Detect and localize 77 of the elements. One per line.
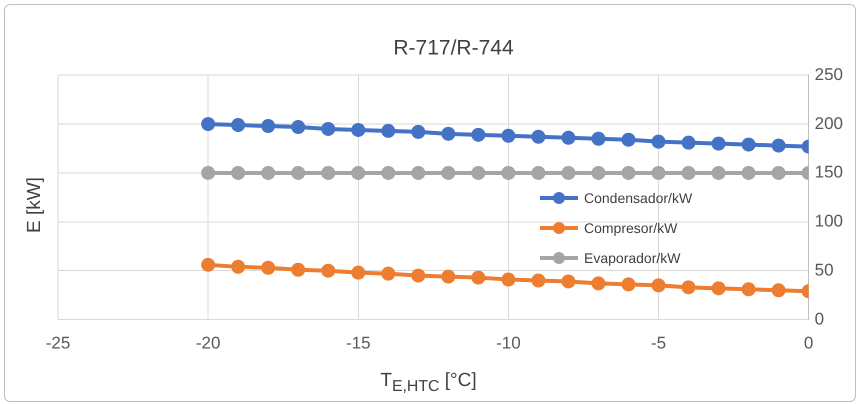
point <box>231 260 246 274</box>
point <box>351 122 366 137</box>
point <box>501 272 516 287</box>
point <box>441 166 456 180</box>
point <box>712 166 726 180</box>
point <box>591 132 606 146</box>
legend-label: Condensador/kW <box>584 190 692 206</box>
point <box>261 260 276 275</box>
point <box>351 166 366 180</box>
point <box>712 281 726 296</box>
point <box>682 166 696 180</box>
x-tick-label: -15 <box>346 333 371 352</box>
point <box>381 124 396 138</box>
point <box>712 136 726 151</box>
point <box>772 283 786 298</box>
point <box>531 166 546 180</box>
point <box>621 277 636 292</box>
point <box>471 166 486 180</box>
point <box>682 136 696 150</box>
chart-title: R-717/R-744 <box>393 36 514 60</box>
point <box>201 166 216 180</box>
y-tick-label: 100 <box>814 212 844 231</box>
x-axis-title: T$_{E,HTC}$ [°C] <box>379 370 478 396</box>
point <box>591 166 606 180</box>
legend-label: Compresor/kW <box>584 220 678 236</box>
y-tick-label: 0 <box>814 309 824 328</box>
point <box>772 166 786 180</box>
point <box>441 270 456 284</box>
point <box>201 258 216 272</box>
point <box>351 266 366 280</box>
y-tick-label: 150 <box>814 162 844 182</box>
point <box>561 274 576 288</box>
point <box>471 128 486 142</box>
point <box>261 119 276 134</box>
point <box>621 166 636 180</box>
point <box>471 270 486 285</box>
point <box>441 126 456 141</box>
point <box>531 130 546 144</box>
point <box>411 268 426 283</box>
point <box>561 166 576 180</box>
point <box>291 120 306 134</box>
point <box>772 138 786 153</box>
point <box>261 166 276 180</box>
x-tick-label: -10 <box>496 333 521 352</box>
legend-label: Evaporador/kW <box>584 250 680 266</box>
point <box>381 266 396 281</box>
point <box>321 264 336 278</box>
point <box>742 138 756 152</box>
x-tick-label: -20 <box>196 333 220 352</box>
point <box>201 117 216 132</box>
point <box>321 122 336 136</box>
x-tick-label: -5 <box>650 333 666 352</box>
y-tick-label: 200 <box>814 114 844 133</box>
x-tick-label: -25 <box>46 333 70 352</box>
point <box>411 124 426 139</box>
point <box>742 166 756 180</box>
point <box>291 262 306 277</box>
point <box>561 130 576 145</box>
point <box>742 282 756 296</box>
point <box>411 166 426 180</box>
point <box>591 276 606 290</box>
point <box>621 132 636 147</box>
point <box>652 166 666 180</box>
point <box>321 166 336 180</box>
point <box>501 166 516 180</box>
point <box>381 166 396 180</box>
point <box>652 278 666 292</box>
point <box>291 166 306 180</box>
y-axis-title: E [kW] <box>24 177 46 233</box>
point <box>231 118 246 132</box>
point <box>501 128 516 143</box>
point <box>682 280 696 294</box>
y-tick-label: 50 <box>814 260 834 280</box>
y-tick-label: 250 <box>814 64 844 84</box>
point <box>531 273 546 288</box>
point <box>231 166 246 180</box>
point <box>652 134 666 149</box>
